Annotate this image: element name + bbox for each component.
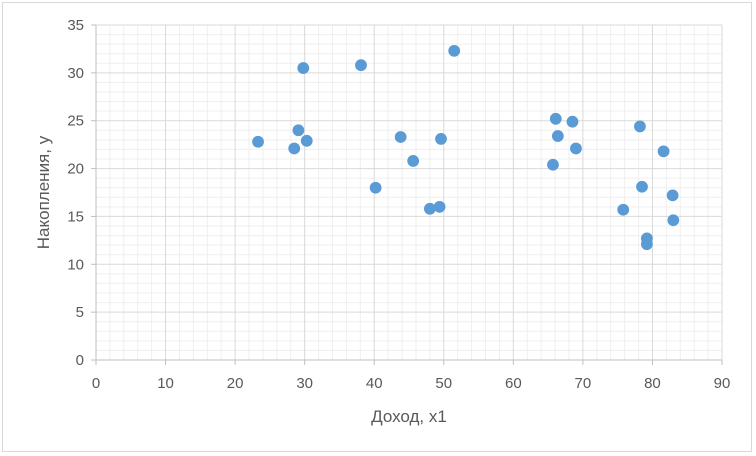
x-tick-label: 80 [644,375,661,392]
data-point [617,203,630,216]
data-point [369,181,382,194]
x-tick-label: 30 [296,375,313,392]
x-tick-label: 40 [366,375,383,392]
data-point [433,200,446,213]
x-tick-label: 60 [505,375,522,392]
data-point [636,180,648,193]
y-tick-label: 10 [67,256,84,273]
data-point [551,130,564,142]
major-grid [95,24,723,361]
data-point [288,142,301,155]
y-tick-label: 5 [76,304,84,321]
x-tick-label: 90 [714,375,731,392]
data-point [570,142,582,155]
data-point [292,124,305,137]
data-point [549,112,562,125]
y-axis-title: Накопления, y [34,135,53,249]
y-tick-label: 15 [67,208,84,225]
data-point [667,214,680,227]
x-tick-label: 20 [227,375,244,392]
data-point [394,131,407,143]
y-tick-label: 20 [67,161,84,178]
data-point [566,115,579,128]
data-point [640,238,653,251]
data-point [547,158,559,171]
x-tick-label: 70 [575,375,592,392]
axes [91,24,723,365]
x-tick-labels: 0 10 20 30 40 50 60 70 80 90 [92,375,731,392]
y-tick-label: 0 [76,352,84,369]
x-tick-label: 10 [157,375,174,392]
data-point [252,135,264,148]
data-point [435,132,447,145]
data-point [355,59,367,72]
data-point [634,120,646,133]
y-tick-label: 35 [67,17,84,34]
x-tick-label: 0 [92,375,100,392]
data-point [300,134,313,147]
y-tick-labels: 0 5 10 15 20 25 30 35 [67,17,84,369]
y-tick-label: 30 [67,65,84,82]
y-tick-label: 25 [67,113,84,130]
data-point [657,145,670,158]
x-tick-label: 50 [435,375,452,392]
data-point [666,189,679,202]
chart-frame [2,2,752,452]
data-point [407,155,420,167]
data-point [423,202,436,215]
x-axis-title: Доход, x1 [371,407,447,426]
data-points [252,44,680,251]
data-point [448,44,461,57]
data-point [297,62,310,74]
minor-grid [96,25,722,360]
